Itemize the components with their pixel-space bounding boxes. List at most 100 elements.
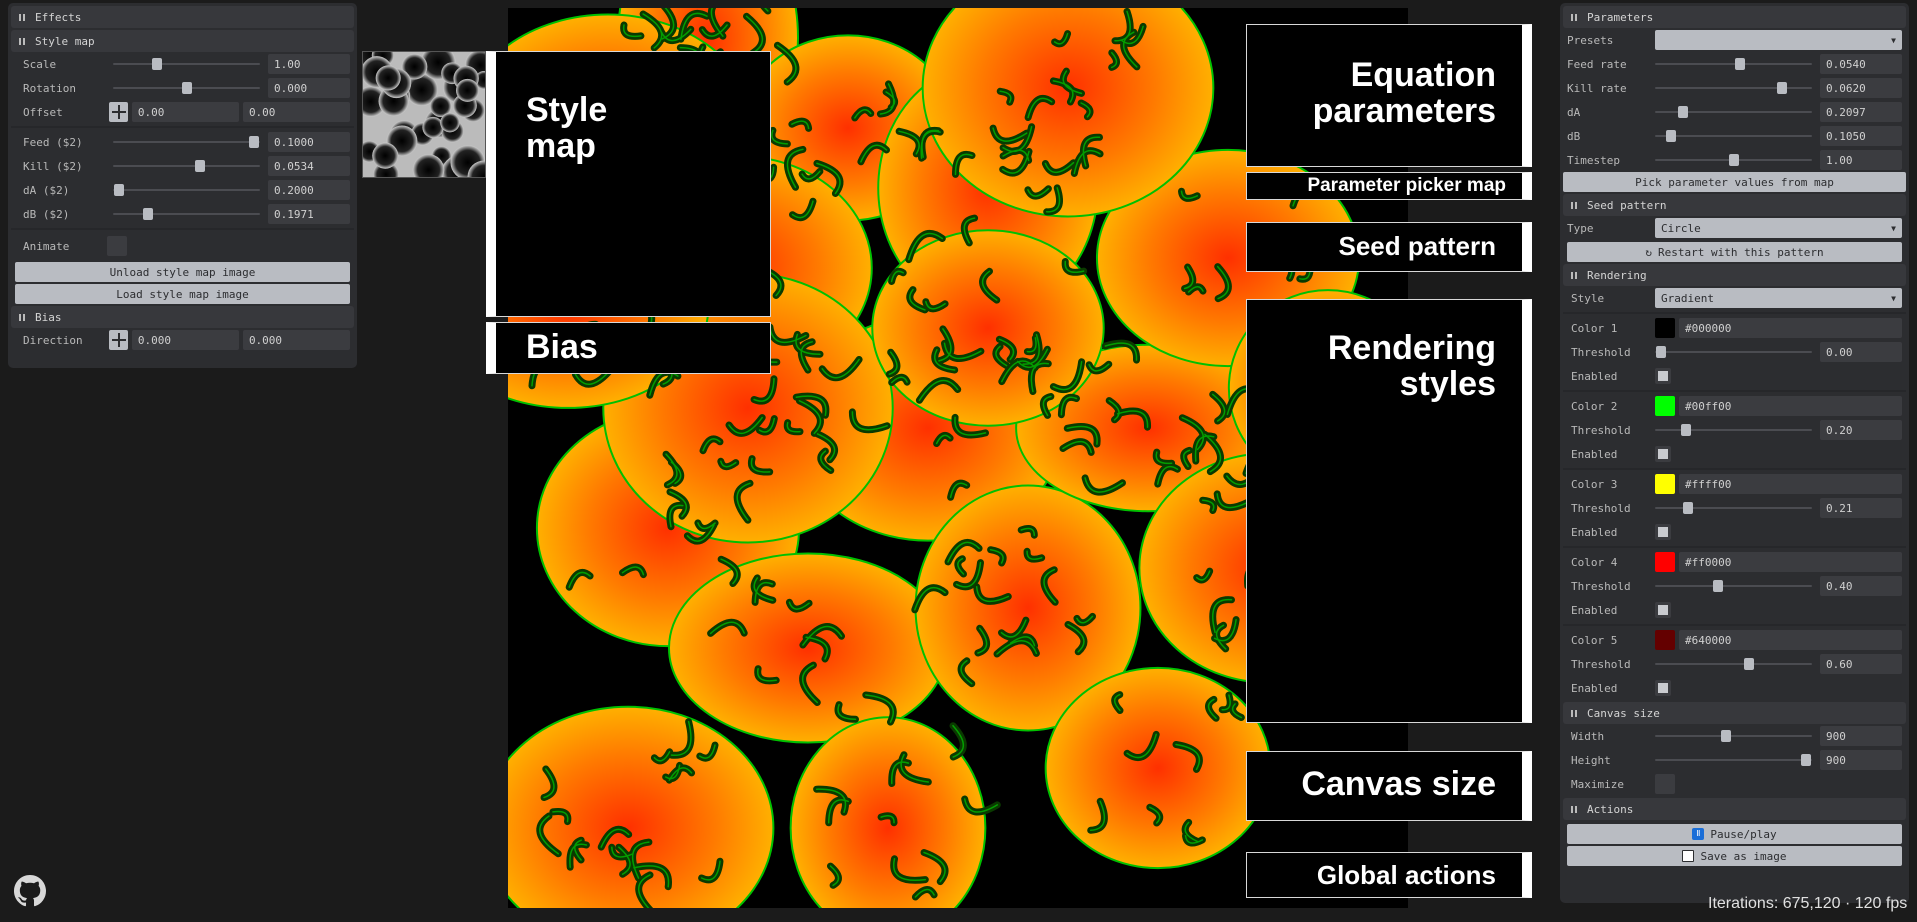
feed-rate-value[interactable]: 0.0540 bbox=[1820, 54, 1902, 74]
scale-slider[interactable] bbox=[113, 58, 260, 70]
color-swatch[interactable] bbox=[1655, 396, 1675, 416]
load-style-map-button[interactable]: Load style map image bbox=[15, 284, 350, 304]
threshold-slider[interactable] bbox=[1655, 424, 1812, 436]
enabled-checkbox[interactable] bbox=[1655, 368, 1671, 384]
restart-pattern-button[interactable]: ↻ Restart with this pattern bbox=[1567, 242, 1902, 262]
animate-checkbox[interactable] bbox=[107, 236, 127, 256]
color-hex-input[interactable]: #640000 bbox=[1679, 630, 1902, 650]
db-value[interactable]: 0.1971 bbox=[268, 204, 350, 224]
param-db-value[interactable]: 0.1050 bbox=[1820, 126, 1902, 146]
offset-picker-button[interactable] bbox=[108, 102, 128, 122]
param-da-value[interactable]: 0.2097 bbox=[1820, 102, 1902, 122]
rendering-folder-header[interactable]: Rendering bbox=[1563, 264, 1906, 286]
threshold-slider[interactable] bbox=[1655, 658, 1812, 670]
threshold-slider[interactable] bbox=[1655, 502, 1812, 514]
slider-knob[interactable] bbox=[1681, 424, 1692, 436]
threshold-value[interactable]: 0.20 bbox=[1820, 420, 1902, 440]
kill-value[interactable]: 0.0534 bbox=[268, 156, 350, 176]
offset-y-value[interactable]: 0.00 bbox=[242, 102, 350, 122]
direction-label: Direction bbox=[23, 333, 83, 347]
slider-knob[interactable] bbox=[1656, 346, 1667, 358]
presets-select[interactable]: ▼ bbox=[1655, 30, 1902, 50]
pause-play-button[interactable]: ǁ Pause/play bbox=[1567, 824, 1902, 844]
style-map-folder-header[interactable]: Style map bbox=[11, 30, 354, 52]
slider-knob[interactable] bbox=[1734, 58, 1745, 70]
threshold-value[interactable]: 0.40 bbox=[1820, 576, 1902, 596]
param-db-slider[interactable] bbox=[1655, 130, 1812, 142]
threshold-value[interactable]: 0.21 bbox=[1820, 498, 1902, 518]
parameters-folder-header[interactable]: Parameters bbox=[1563, 6, 1906, 28]
width-value[interactable]: 900 bbox=[1820, 726, 1902, 746]
effects-folder-header[interactable]: Effects bbox=[11, 6, 354, 28]
kill-slider[interactable] bbox=[113, 160, 260, 172]
width-slider[interactable] bbox=[1655, 730, 1812, 742]
slider-knob[interactable] bbox=[1800, 754, 1811, 766]
threshold-label: Threshold bbox=[1571, 579, 1631, 593]
chevron-down-icon: ▼ bbox=[1891, 293, 1896, 303]
slider-knob[interactable] bbox=[1712, 580, 1723, 592]
slider-knob[interactable] bbox=[143, 208, 154, 220]
slider-knob[interactable] bbox=[1665, 130, 1676, 142]
slider-knob[interactable] bbox=[152, 58, 163, 70]
color-swatch[interactable] bbox=[1655, 552, 1675, 572]
kill-rate-slider[interactable] bbox=[1655, 82, 1812, 94]
render-style-select[interactable]: Gradient ▼ bbox=[1655, 288, 1902, 308]
slider-knob[interactable] bbox=[1777, 82, 1788, 94]
enabled-checkbox[interactable] bbox=[1655, 680, 1671, 696]
rotation-value[interactable]: 0.000 bbox=[268, 78, 350, 98]
enabled-checkbox[interactable] bbox=[1655, 602, 1671, 618]
color-swatch[interactable] bbox=[1655, 474, 1675, 494]
enabled-checkbox[interactable] bbox=[1655, 446, 1671, 462]
iterations-fps-readout: Iterations: 675,120 · 120 fps bbox=[1708, 895, 1908, 912]
maximize-checkbox[interactable] bbox=[1655, 774, 1675, 794]
direction-picker-button[interactable] bbox=[108, 330, 128, 350]
offset-x-value[interactable]: 0.00 bbox=[131, 102, 239, 122]
direction-y-value[interactable]: 0.000 bbox=[242, 330, 350, 350]
seed-type-select[interactable]: Circle ▼ bbox=[1655, 218, 1902, 238]
direction-x-value[interactable]: 0.000 bbox=[131, 330, 239, 350]
color-hex-input[interactable]: #ffff00 bbox=[1679, 474, 1902, 494]
bias-folder-header[interactable]: Bias bbox=[11, 306, 354, 328]
color-hex-input[interactable]: #000000 bbox=[1679, 318, 1902, 338]
rotation-slider[interactable] bbox=[113, 82, 260, 94]
timestep-value[interactable]: 1.00 bbox=[1820, 150, 1902, 170]
da-slider[interactable] bbox=[113, 184, 260, 196]
save-image-button[interactable]: Save as image bbox=[1567, 846, 1902, 866]
slider-knob[interactable] bbox=[194, 160, 205, 172]
github-icon[interactable] bbox=[14, 875, 46, 907]
color-swatch[interactable] bbox=[1655, 318, 1675, 338]
feed-value[interactable]: 0.1000 bbox=[268, 132, 350, 152]
pick-from-map-button[interactable]: Pick parameter values from map bbox=[1563, 172, 1906, 192]
slider-knob[interactable] bbox=[1720, 730, 1731, 742]
height-value[interactable]: 900 bbox=[1820, 750, 1902, 770]
enabled-checkbox[interactable] bbox=[1655, 524, 1671, 540]
color-hex-input[interactable]: #00ff00 bbox=[1679, 396, 1902, 416]
feed-rate-slider[interactable] bbox=[1655, 58, 1812, 70]
slider-knob[interactable] bbox=[1728, 154, 1739, 166]
param-da-slider[interactable] bbox=[1655, 106, 1812, 118]
slider-knob[interactable] bbox=[249, 136, 260, 148]
canvas-size-folder-header[interactable]: Canvas size bbox=[1563, 702, 1906, 724]
threshold-slider[interactable] bbox=[1655, 346, 1812, 358]
scale-value[interactable]: 1.00 bbox=[268, 54, 350, 74]
feed-slider[interactable] bbox=[113, 136, 260, 148]
color-hex-input[interactable]: #ff0000 bbox=[1679, 552, 1902, 572]
folder-toggle-icon bbox=[1571, 271, 1577, 279]
slider-knob[interactable] bbox=[1678, 106, 1689, 118]
seed-pattern-folder-header[interactable]: Seed pattern bbox=[1563, 194, 1906, 216]
threshold-slider[interactable] bbox=[1655, 580, 1812, 592]
timestep-slider[interactable] bbox=[1655, 154, 1812, 166]
slider-knob[interactable] bbox=[1744, 658, 1755, 670]
slider-knob[interactable] bbox=[181, 82, 192, 94]
da-value[interactable]: 0.2000 bbox=[268, 180, 350, 200]
kill-rate-value[interactable]: 0.0620 bbox=[1820, 78, 1902, 98]
db-slider[interactable] bbox=[113, 208, 260, 220]
color-swatch[interactable] bbox=[1655, 630, 1675, 650]
slider-knob[interactable] bbox=[1682, 502, 1693, 514]
unload-style-map-button[interactable]: Unload style map image bbox=[15, 262, 350, 282]
actions-folder-header[interactable]: Actions bbox=[1563, 798, 1906, 820]
slider-knob[interactable] bbox=[113, 184, 124, 196]
threshold-value[interactable]: 0.60 bbox=[1820, 654, 1902, 674]
height-slider[interactable] bbox=[1655, 754, 1812, 766]
threshold-value[interactable]: 0.00 bbox=[1820, 342, 1902, 362]
